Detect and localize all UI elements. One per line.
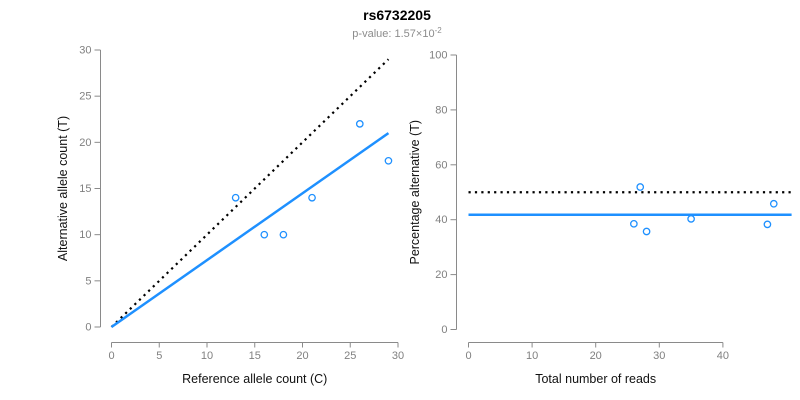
expected-1-1-line (110, 58, 390, 328)
x-tick-label: 20 (590, 350, 602, 362)
x-tick-label: 20 (296, 350, 308, 362)
y-tick-label: 10 (79, 229, 91, 241)
x-tick-label: 10 (201, 350, 213, 362)
x-tick-label: 5 (156, 350, 162, 362)
y-tick-label: 30 (79, 45, 91, 57)
data-point (763, 220, 772, 229)
x-tick-label: 0 (465, 350, 471, 362)
y-tick-label: 0 (85, 322, 91, 334)
data-point (636, 183, 645, 191)
x-tick-label: 15 (249, 350, 261, 362)
y-tick-label: 25 (79, 91, 91, 103)
y-tick-label: 40 (435, 214, 447, 226)
x-tick-label: 30 (653, 350, 665, 362)
data-point (308, 193, 316, 202)
x-axis-title: Reference allele count (C) (182, 372, 327, 386)
x-tick-label: 25 (344, 350, 356, 362)
observed-ratio-line (110, 132, 390, 329)
data-point (384, 156, 393, 165)
x-axis-title: Total number of reads (535, 372, 656, 386)
y-tick-label: 60 (435, 159, 447, 171)
y-tick-label: 5 (85, 275, 91, 287)
x-tick-label: 30 (392, 350, 404, 362)
data-point (630, 219, 638, 228)
y-tick-label: 20 (435, 269, 447, 281)
data-point (642, 227, 651, 236)
y-axis-title: Alternative allele count (T) (56, 116, 70, 261)
y-tick-label: 100 (429, 50, 447, 62)
data-point (687, 215, 695, 223)
data-point (355, 120, 364, 128)
y-tick-label: 15 (79, 183, 91, 195)
data-point (231, 193, 240, 202)
y-tick-label: 80 (435, 104, 447, 116)
y-axis-title: Percentage alternative (T) (408, 120, 422, 265)
x-tick-label: 0 (108, 350, 114, 362)
y-tick-label: 20 (79, 137, 91, 149)
y-tick-label: 0 (441, 324, 447, 336)
data-point (279, 230, 288, 239)
data-point (769, 199, 778, 208)
x-tick-label: 40 (717, 350, 729, 362)
data-point (260, 230, 269, 239)
x-tick-label: 10 (526, 350, 538, 362)
